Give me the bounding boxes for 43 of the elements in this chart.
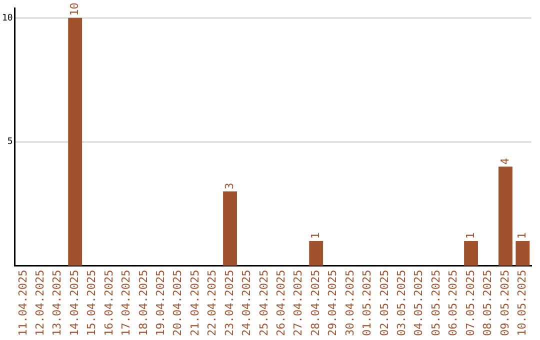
x-tick-label: 25.04.2025 — [257, 270, 270, 336]
data-label: 1 — [516, 232, 529, 239]
x-tick-label: 02.05.2025 — [378, 270, 391, 336]
x-tick-label: 06.05.2025 — [446, 270, 460, 336]
x-tick-label: 19.04.2025 — [154, 270, 168, 336]
bar — [464, 240, 478, 266]
x-tick-label: 15.04.2025 — [85, 270, 98, 336]
x-tick-label: 03.05.2025 — [395, 270, 408, 336]
x-tick-label: 23.04.2025 — [222, 270, 236, 336]
x-tick-label: 26.04.2025 — [274, 270, 288, 336]
data-label: 1 — [464, 232, 477, 239]
x-tick-label: 28.04.2025 — [308, 270, 322, 336]
x-tick-label: 20.04.2025 — [171, 270, 184, 336]
bar — [498, 166, 512, 266]
bar — [516, 240, 530, 266]
x-tick-label: 05.05.2025 — [429, 270, 442, 336]
x-tick-label: 24.04.2025 — [240, 270, 254, 336]
x-tick-label: 21.04.2025 — [188, 270, 202, 336]
x-tick-label: 16.04.2025 — [102, 270, 116, 336]
x-tick-label: 01.05.2025 — [360, 270, 374, 336]
x-tick-label: 09.05.2025 — [498, 270, 512, 336]
data-label: 1 — [308, 232, 322, 239]
y-tick-label: 5 — [7, 137, 13, 148]
x-tick-label: 22.04.2025 — [206, 270, 219, 336]
data-label: 10 — [68, 2, 81, 16]
x-tick-label: 11.04.2025 — [16, 270, 30, 336]
x-tick-label: 13.04.2025 — [50, 270, 64, 336]
data-label: 4 — [498, 158, 512, 165]
data-label: 3 — [222, 182, 236, 190]
x-tick-label: 12.04.2025 — [34, 270, 47, 336]
x-tick-label: 29.04.2025 — [326, 270, 340, 336]
x-tick-label: 07.05.2025 — [464, 270, 477, 336]
bar — [309, 240, 324, 266]
x-tick-label: 14.04.2025 — [68, 270, 81, 336]
bar — [68, 18, 82, 266]
x-tick-label: 27.04.2025 — [292, 270, 305, 336]
x-tick-label: 17.04.2025 — [120, 270, 133, 336]
x-tick-label: 08.05.2025 — [481, 270, 494, 336]
x-tick-label: 04.05.2025 — [412, 270, 426, 336]
x-tick-label: 30.04.2025 — [343, 270, 356, 336]
x-tick-label: 10.05.2025 — [516, 270, 529, 336]
bar — [223, 191, 237, 266]
x-tick-label: 18.04.2025 — [136, 270, 150, 336]
